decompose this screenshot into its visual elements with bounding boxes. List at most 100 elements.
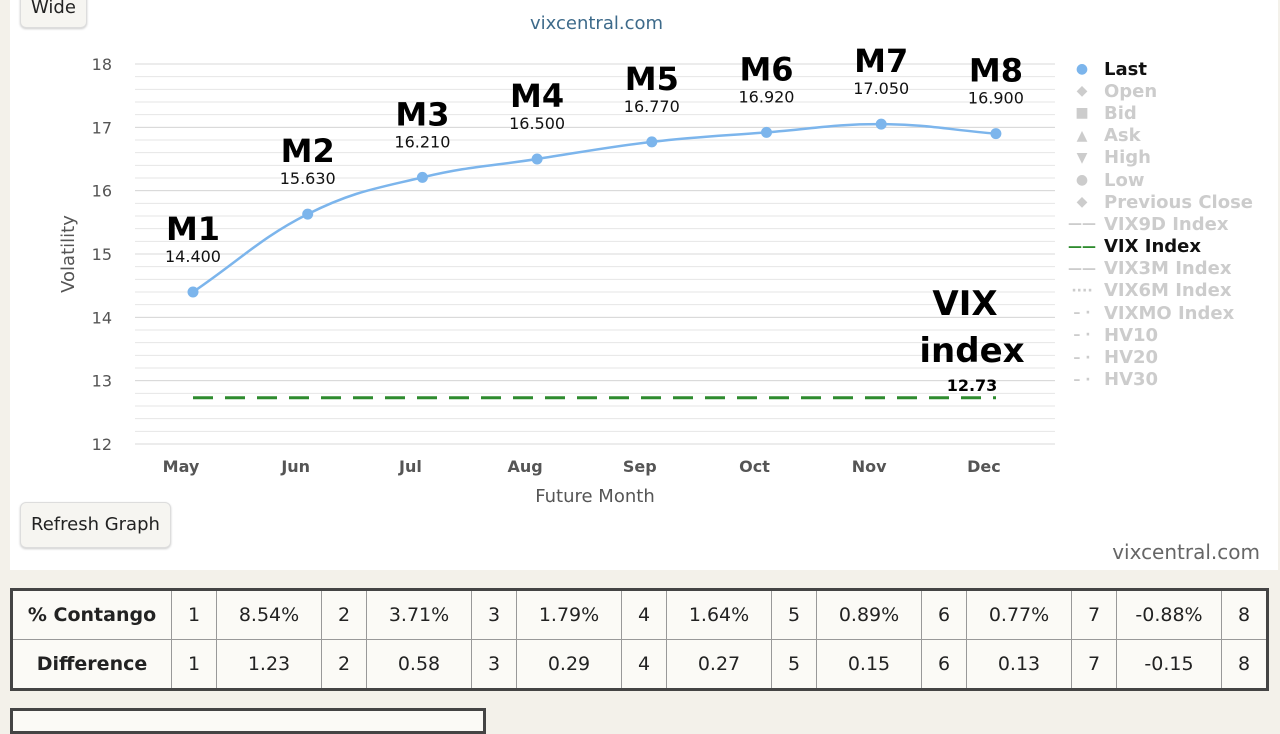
month-annotation: M4 bbox=[510, 77, 564, 115]
row-header: Difference bbox=[11, 639, 172, 690]
legend-item[interactable]: ▼ High bbox=[1068, 147, 1253, 169]
legend-label: VIX Index bbox=[1104, 236, 1201, 258]
legend-label: Ask bbox=[1104, 125, 1141, 147]
legend-item[interactable]: ···· VIX6M Index bbox=[1068, 280, 1253, 302]
legend-symbol-icon: —— bbox=[1068, 260, 1096, 277]
legend-label: VIX3M Index bbox=[1104, 258, 1232, 280]
month-annotation: M8 bbox=[969, 52, 1023, 90]
data-label: 17.050 bbox=[853, 79, 909, 98]
legend-item[interactable]: – · HV10 bbox=[1068, 324, 1253, 346]
month-number: 4 bbox=[621, 639, 667, 690]
table-value: 1.79% bbox=[516, 589, 622, 640]
data-point bbox=[761, 126, 772, 138]
legend-label: High bbox=[1104, 147, 1151, 169]
chart-panel bbox=[10, 0, 1278, 570]
x-axis-title: Future Month bbox=[535, 486, 654, 507]
legend-label: HV10 bbox=[1104, 324, 1159, 346]
y-tick-label: 14 bbox=[92, 308, 112, 327]
data-point bbox=[990, 128, 1002, 140]
legend-item[interactable]: ◆ Open bbox=[1068, 80, 1253, 102]
legend-label: Last bbox=[1104, 58, 1147, 80]
month-number: 7 bbox=[1071, 589, 1117, 640]
month-number: 1 bbox=[171, 589, 217, 640]
legend-symbol-icon: —— bbox=[1068, 216, 1096, 233]
legend-label: VIXMO Index bbox=[1104, 302, 1235, 324]
month-number: 1 bbox=[171, 639, 217, 690]
legend-item[interactable]: – · HV30 bbox=[1068, 369, 1253, 391]
last-series-line bbox=[192, 122, 997, 294]
table-value: 0.89% bbox=[816, 589, 922, 640]
table-value: 0.15 bbox=[816, 639, 922, 690]
data-point bbox=[302, 208, 314, 220]
month-annotation: M2 bbox=[281, 132, 335, 170]
table-value: 0.13 bbox=[966, 639, 1072, 690]
legend-item[interactable]: – · VIXMO Index bbox=[1068, 302, 1253, 324]
data-point bbox=[646, 136, 658, 148]
month-number: 3 bbox=[471, 589, 517, 640]
y-tick-label: 17 bbox=[92, 118, 112, 137]
legend-label: Bid bbox=[1104, 102, 1137, 124]
table-value: 1.23 bbox=[216, 639, 322, 690]
x-tick-label: Jul bbox=[398, 457, 422, 476]
y-axis-title: Volatility bbox=[58, 215, 79, 293]
table-value: 3.71% bbox=[366, 589, 472, 640]
month-number: 8 bbox=[1221, 589, 1268, 640]
month-annotation: M6 bbox=[739, 50, 793, 88]
contango-table: % Contango 1 8.54% 2 3.71% 3 1.79% 4 1.64% 5 0.89%… bbox=[10, 588, 1269, 691]
legend-item[interactable]: —— VIX3M Index bbox=[1068, 258, 1253, 280]
legend-symbol-icon: – · bbox=[1073, 327, 1091, 344]
legend-symbol-icon: ◆ bbox=[1076, 194, 1088, 211]
legend-item[interactable]: ● Last bbox=[1068, 58, 1253, 80]
legend-item[interactable]: —— VIX9D Index bbox=[1068, 213, 1253, 235]
data-label: 16.500 bbox=[509, 114, 565, 133]
x-tick-label: Jun bbox=[280, 457, 310, 476]
legend-label: Low bbox=[1104, 169, 1145, 191]
vix-annotation: index bbox=[919, 331, 1024, 371]
legend-symbol-icon: ■ bbox=[1075, 105, 1089, 122]
wide-button[interactable]: Wide bbox=[20, 0, 87, 28]
chart-subtitle: vixcentral.com bbox=[530, 13, 664, 34]
legend-symbol-icon: ◆ bbox=[1076, 83, 1088, 100]
legend-item[interactable]: – · HV20 bbox=[1068, 346, 1253, 368]
month-number: 5 bbox=[771, 639, 817, 690]
refresh-graph-button[interactable]: Refresh Graph bbox=[20, 502, 171, 548]
legend-item[interactable]: ▲ Ask bbox=[1068, 125, 1253, 147]
y-tick-label: 16 bbox=[92, 182, 112, 201]
month-annotation: M5 bbox=[625, 60, 679, 98]
vix-data-label: 12.73 bbox=[947, 376, 998, 395]
table-value: -0.88% bbox=[1116, 589, 1222, 640]
month-annotation: M7 bbox=[854, 42, 908, 80]
vix-annotation: VIX bbox=[932, 284, 997, 324]
legend-symbol-icon: – · bbox=[1073, 305, 1091, 322]
row-header: % Contango bbox=[11, 589, 172, 640]
data-label: 16.900 bbox=[968, 89, 1024, 108]
legend-label: HV30 bbox=[1104, 369, 1159, 391]
data-label: 15.630 bbox=[280, 169, 336, 188]
table-value: 0.77% bbox=[966, 589, 1072, 640]
x-tick-label: Sep bbox=[623, 457, 657, 476]
data-label: 16.920 bbox=[739, 87, 795, 106]
data-point bbox=[531, 153, 543, 165]
chart-credit[interactable]: vixcentral.com bbox=[1112, 540, 1260, 564]
x-tick-label: Nov bbox=[852, 457, 887, 476]
x-tick-label: Oct bbox=[739, 457, 770, 476]
legend-label: HV20 bbox=[1104, 347, 1159, 369]
y-tick-label: 15 bbox=[92, 245, 112, 264]
legend-item[interactable]: —— VIX Index bbox=[1068, 236, 1253, 258]
month-number: 6 bbox=[921, 589, 967, 640]
month-number: 6 bbox=[921, 639, 967, 690]
data-point bbox=[416, 171, 428, 183]
data-label: 16.210 bbox=[394, 132, 450, 151]
y-tick-label: 18 bbox=[92, 55, 112, 74]
legend-item[interactable]: ● Low bbox=[1068, 169, 1253, 191]
table-row: % Contango 1 8.54% 2 3.71% 3 1.79% 4 1.64% 5 0.89%… bbox=[11, 589, 1268, 640]
data-label: 16.770 bbox=[624, 97, 680, 116]
legend-item[interactable]: ◆ Previous Close bbox=[1068, 191, 1253, 213]
data-point bbox=[187, 286, 199, 298]
chart-legend: ● Last ◆ Open ■ Bid ▲ Ask ▼ High ● Low ◆ Previous Clo… bbox=[1068, 58, 1253, 391]
legend-item[interactable]: ■ Bid bbox=[1068, 102, 1253, 124]
x-tick-label: May bbox=[163, 457, 200, 476]
month-number: 4 bbox=[621, 589, 667, 640]
month-number: 8 bbox=[1221, 639, 1268, 690]
legend-symbol-icon: – · bbox=[1073, 349, 1091, 366]
